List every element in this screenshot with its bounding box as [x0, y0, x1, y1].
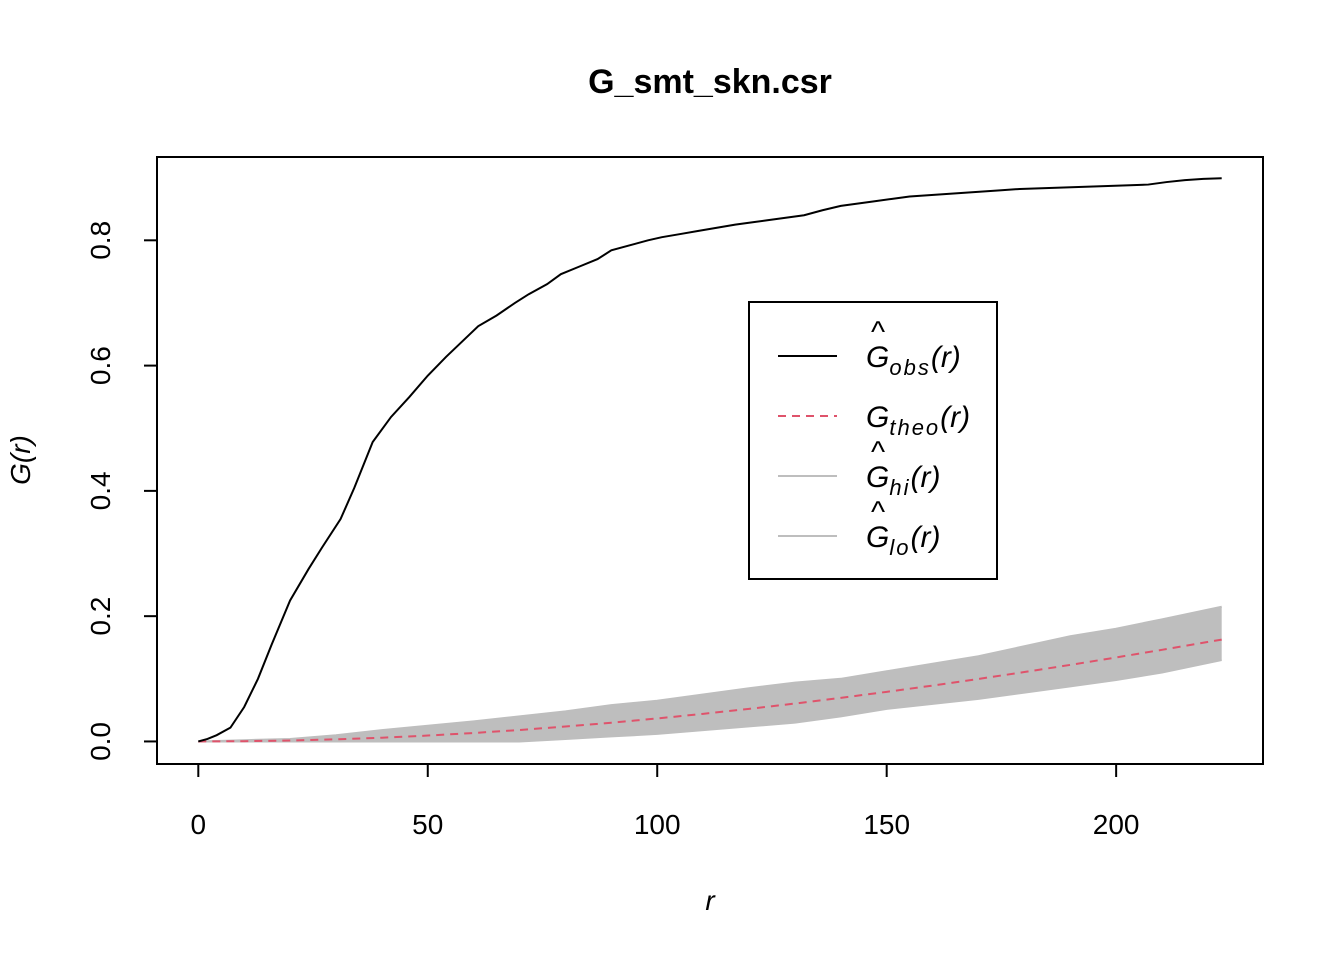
legend-box: [748, 301, 998, 580]
x-tick-label: 0: [191, 809, 207, 840]
series-line-obs: [198, 177, 1222, 743]
y-tick-label: 0.6: [85, 346, 116, 385]
y-tick-label: 0.0: [85, 722, 116, 761]
y-tick-label: 0.4: [85, 471, 116, 510]
legend-label-lo: Glo(r): [866, 521, 940, 560]
chart-title: G_smt_skn.csr: [588, 63, 832, 101]
legend-label-theo: Gtheo(r): [866, 401, 970, 440]
x-tick-label: 50: [412, 809, 443, 840]
y-axis-label: G(r): [5, 435, 36, 485]
y-axis: 0.0 0.2 0.4 0.6 0.8: [85, 221, 158, 761]
y-tick-label: 0.2: [85, 597, 116, 636]
legend-hat-hi: ^: [871, 436, 885, 469]
legend-label-obs: Gobs(r): [866, 341, 961, 380]
series-lines: [198, 177, 1222, 743]
x-axis: 0 50 100 150 200: [191, 763, 1140, 840]
x-tick-label: 100: [634, 809, 681, 840]
x-axis-label: r: [705, 885, 716, 916]
envelope-band: [198, 606, 1222, 742]
legend-hat-lo: ^: [871, 496, 885, 529]
legend-label-hi: Ghi(r): [866, 461, 940, 500]
x-tick-label: 200: [1093, 809, 1140, 840]
x-tick-label: 150: [863, 809, 910, 840]
envelope-area: [198, 606, 1222, 742]
series-line-lo: [198, 659, 1222, 743]
series-line-theo: [198, 638, 1222, 743]
series-line-hi: [198, 605, 1222, 743]
y-tick-label: 0.8: [85, 221, 116, 260]
legend: Gobs(r)^Gtheo(r)Ghi(r)^Glo(r)^: [748, 301, 998, 580]
legend-hat-obs: ^: [871, 316, 885, 349]
